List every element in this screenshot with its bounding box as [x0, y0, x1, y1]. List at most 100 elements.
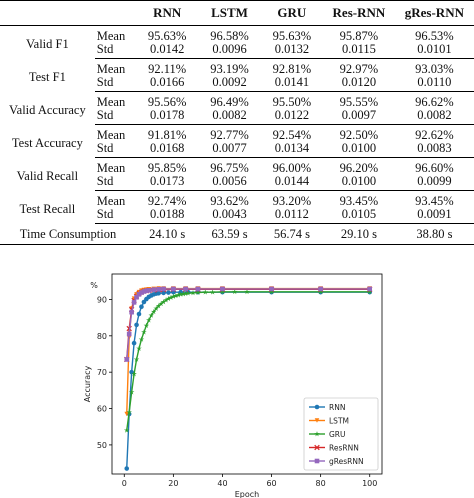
y-tick-label: 60	[97, 405, 107, 414]
table-cell: 0.0178	[136, 109, 199, 125]
data-point-gru	[173, 292, 179, 299]
data-point-gru	[163, 297, 169, 303]
data-point-rnn	[139, 304, 144, 310]
table-cell: 95.87%	[339, 29, 379, 43]
table-cell: 92.50%	[339, 128, 379, 142]
table-cell: 0.0097	[323, 109, 395, 125]
data-point-gru	[141, 329, 147, 335]
table-cell: 0.0173	[136, 175, 199, 191]
table-cell: 0.0115	[323, 43, 395, 59]
column-header	[94, 0, 136, 26]
table-cell: 0.0112	[260, 208, 324, 224]
data-point-gru	[155, 303, 162, 309]
table-cell: 0.0043	[198, 208, 261, 224]
column-header-rnn: RNN	[136, 0, 199, 26]
table-cell: 95.56%	[147, 95, 187, 109]
accuracy-chart: 0 20 40 60 80 100 50 60 70 80 90 Epoch Accuracy% RNN L…	[80, 270, 390, 498]
column-header-gru: GRU	[260, 0, 324, 26]
legend-marker-gresrnn	[314, 458, 320, 464]
table-cell: 92.77%	[210, 128, 249, 142]
data-point-rnn	[156, 290, 161, 296]
stat-label: Std	[94, 76, 136, 92]
data-point-gru	[185, 290, 191, 296]
data-point-rnn	[166, 290, 171, 295]
stat-label: Std	[94, 43, 136, 59]
table-cell: 0.0132	[260, 43, 324, 59]
data-point-gresrnn	[144, 288, 149, 294]
data-point-gresrnn	[318, 286, 323, 292]
data-point-gresrnn	[195, 286, 201, 292]
table-cell: 93.20%	[272, 194, 312, 208]
table-cell: 0.0092	[198, 76, 261, 92]
data-point-gru	[180, 291, 186, 297]
data-point-gresrnn	[131, 300, 137, 305]
data-point-gru	[148, 312, 155, 318]
data-point-gru	[317, 288, 324, 295]
table-cell: 0.0120	[323, 76, 395, 92]
stat-label: Mean	[96, 161, 126, 175]
data-point-gru	[146, 317, 152, 323]
metric-label: Test F1	[28, 69, 66, 84]
table-cell: 0.0091	[394, 208, 474, 224]
table-cell: 0.0077	[198, 142, 261, 158]
table-cell: 0.0100	[323, 175, 395, 191]
plot-frame	[111, 273, 383, 475]
data-point-gru	[190, 290, 196, 296]
data-point-gru	[209, 289, 216, 295]
data-point-gru	[165, 295, 172, 302]
table-row: Test F1 Mean 92.11% 93.19% 92.81% 92.97% 93.03…	[0, 59, 474, 83]
table-cell: 0.0110	[394, 76, 474, 92]
legend-label: gResRNN	[329, 457, 364, 466]
table-cell: 0.0101	[394, 43, 474, 59]
table-cell: 0.0122	[260, 109, 324, 125]
data-point-gresrnn	[161, 286, 166, 292]
stat-label: Std	[94, 109, 136, 125]
legend-label: GRU	[329, 430, 346, 439]
series-line-resrnn	[126, 288, 370, 360]
table-cell: 0.0056	[198, 175, 261, 191]
table-row: Valid Accuracy Mean 95.56% 96.49% 95.50% 95.5…	[0, 92, 474, 116]
data-point-gru	[136, 345, 142, 351]
table-cell: 0.0168	[136, 142, 199, 158]
table-cell: 92.62%	[415, 128, 454, 142]
data-point-lstm	[124, 411, 130, 417]
legend-marker-lstm	[314, 418, 320, 423]
results-table: RNN LSTM GRU Res-RNN gRes-RNN Valid F1 Me…	[0, 0, 474, 245]
data-point-gru	[153, 305, 159, 311]
x-tick-label: 20	[168, 479, 178, 488]
table-cell: 92.74%	[147, 194, 187, 208]
data-point-gresrnn	[141, 289, 147, 294]
legend-marker-resrnn	[314, 444, 320, 451]
metric-label: Test Accuracy	[11, 135, 83, 150]
table-cell: 92.81%	[272, 62, 312, 76]
data-point-rnn	[124, 466, 130, 471]
table-cell: 63.59 s	[198, 223, 261, 245]
time-consumption-label: Time Consumption	[0, 223, 136, 245]
data-point-gru	[244, 288, 250, 295]
data-point-gru	[158, 300, 164, 307]
table-cell: 93.45%	[415, 194, 454, 208]
table-cell: 38.80 s	[394, 223, 474, 245]
column-header-res-rnn: Res-RNN	[323, 0, 395, 26]
table-cell: 0.0082	[394, 109, 474, 125]
table-cell: 0.0096	[198, 43, 261, 59]
data-point-rnn	[134, 322, 139, 328]
y-tick-label: 80	[97, 332, 107, 341]
data-point-gresrnn	[183, 286, 188, 292]
table-cell: 91.81%	[147, 128, 187, 142]
x-tick-label: 40	[217, 479, 227, 488]
x-tick-label: 100	[362, 479, 377, 488]
data-point-gresrnn	[156, 286, 161, 292]
data-point-gru	[202, 289, 209, 295]
x-tick-label: 60	[266, 479, 276, 488]
table-cell: 0.0166	[136, 76, 199, 92]
table-cell: 93.45%	[339, 194, 379, 208]
data-point-gresrnn	[146, 288, 152, 293]
table-cell: 56.74 s	[260, 223, 324, 245]
data-point-gru	[133, 356, 140, 362]
data-point-gru	[160, 299, 167, 305]
table-row: Std 0.0166 0.0092 0.0141 0.0120 0.0110	[0, 76, 474, 92]
y-tick-label: 70	[97, 368, 107, 377]
table-cell: 96.20%	[339, 161, 379, 175]
data-point-gresrnn	[367, 286, 373, 292]
